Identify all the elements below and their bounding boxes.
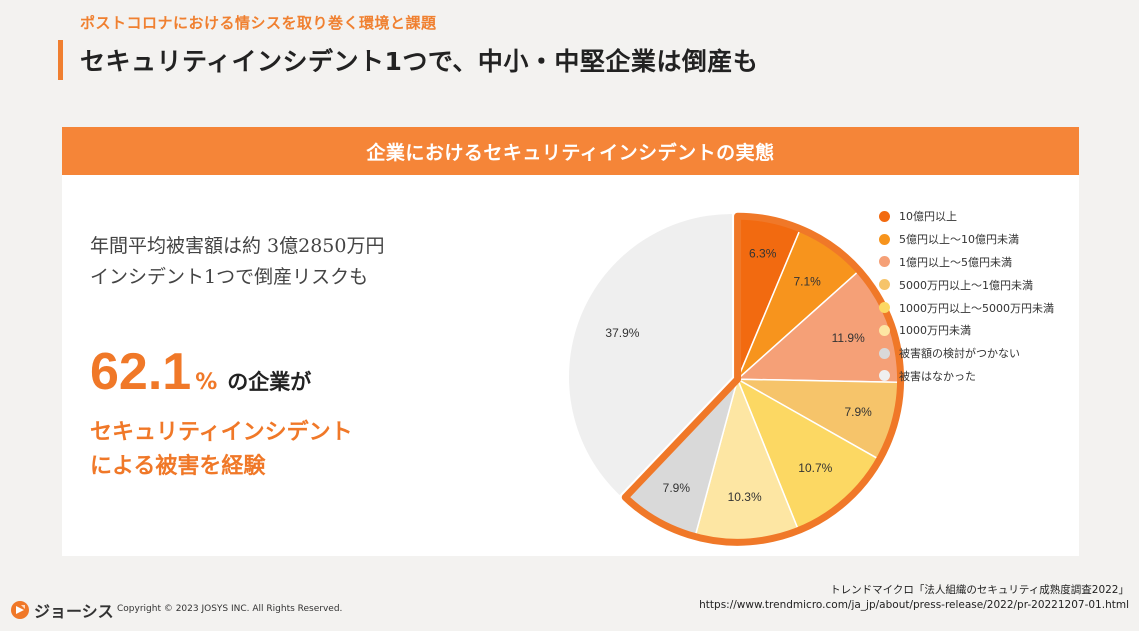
big-stat-number: 62.1 bbox=[90, 343, 192, 401]
description-line-1: 年間平均被害額は約 3億2850万円 bbox=[90, 235, 385, 257]
legend-item: 1億円以上～5億円未満 bbox=[879, 251, 1054, 274]
pie-value-label: 37.9% bbox=[605, 326, 639, 340]
pie-value-label: 10.7% bbox=[798, 461, 832, 475]
pie-slice bbox=[569, 214, 732, 496]
pie-value-label: 7.9% bbox=[844, 405, 872, 419]
description-text: 年間平均被害額は約 3億2850万円 インシデント1つで倒産リスクも bbox=[90, 231, 384, 293]
pie-value-label: 11.9% bbox=[832, 331, 865, 345]
logo-text: ジョーシス bbox=[34, 602, 114, 621]
legend-label: 5億円以上～10億円未満 bbox=[899, 233, 1019, 247]
slide-subtitle: ポストコロナにおける情シスを取り巻く環境と課題 bbox=[80, 14, 437, 32]
legend-item: 1000万円以上～5000万円未満 bbox=[879, 296, 1054, 319]
description-line-2: インシデント1つで倒産リスクも bbox=[90, 266, 369, 288]
legend-label: 被害額の検討がつかない bbox=[899, 347, 1020, 361]
footer-logo: ジョーシス bbox=[10, 598, 114, 622]
pie-value-label: 7.9% bbox=[663, 481, 691, 495]
pie-value-label: 7.1% bbox=[794, 274, 822, 288]
highlight-line-2: による被害を経験 bbox=[90, 454, 266, 479]
chart-legend: 10億円以上 5億円以上～10億円未満 1億円以上～5億円未満 5000万円以上～1億… bbox=[879, 205, 1054, 387]
source-citation: トレンドマイクロ「法人組織のセキュリティ成熟度調査2022」 https://w… bbox=[699, 583, 1129, 613]
legend-swatch bbox=[879, 256, 890, 268]
legend-item: 被害はなかった bbox=[879, 365, 1054, 388]
legend-item: 5000万円以上～1億円未満 bbox=[879, 273, 1054, 296]
pie-chart: 6.3% 7.1% 11.9% 7.9% 10.7% 10.3% 7.9% 37.9% bbox=[569, 212, 905, 546]
pie-value-label: 10.3% bbox=[728, 490, 762, 504]
josys-logo-icon bbox=[11, 601, 29, 619]
highlight-line-1: セキュリティインシデント bbox=[90, 420, 353, 445]
slide-title: セキュリティインシデント1つで、中小・中堅企業は倒産も bbox=[80, 47, 759, 76]
big-stat-suffix: の企業が bbox=[227, 370, 312, 394]
legend-swatch bbox=[879, 370, 890, 382]
source-url: https://www.trendmicro.com/ja_jp/about/p… bbox=[699, 599, 1129, 611]
legend-swatch bbox=[879, 324, 890, 336]
legend-item: 10億円以上 bbox=[879, 205, 1054, 228]
legend-label: 被害はなかった bbox=[899, 369, 976, 383]
highlight-text: セキュリティインシデント による被害を経験 bbox=[90, 416, 353, 484]
legend-swatch bbox=[879, 279, 890, 291]
legend-label: 5000万円以上～1億円未満 bbox=[899, 278, 1033, 292]
big-stat-percent: % bbox=[195, 370, 218, 395]
legend-label: 1000万円以上～5000万円未満 bbox=[899, 301, 1054, 315]
panel-header: 企業におけるセキュリティインシデントの実態 bbox=[62, 127, 1079, 175]
legend-item: 1000万円未満 bbox=[879, 319, 1054, 342]
legend-swatch bbox=[879, 347, 890, 359]
legend-label: 10億円以上 bbox=[899, 210, 957, 224]
legend-swatch bbox=[879, 302, 890, 314]
source-title: トレンドマイクロ「法人組織のセキュリティ成熟度調査2022」 bbox=[830, 584, 1129, 596]
legend-label: 1億円以上～5億円未満 bbox=[899, 255, 1012, 269]
title-accent-bar bbox=[58, 40, 63, 80]
big-stat: 62.1% の企業が bbox=[90, 342, 311, 402]
copyright-text: Copyright © 2023 JOSYS INC. All Rights R… bbox=[117, 604, 343, 614]
pie-value-label: 6.3% bbox=[749, 247, 777, 261]
highlight-outline bbox=[621, 212, 905, 546]
content-panel: 企業におけるセキュリティインシデントの実態 年間平均被害額は約 3億2850万円… bbox=[62, 127, 1079, 556]
legend-label: 1000万円未満 bbox=[899, 324, 971, 338]
legend-swatch bbox=[879, 210, 890, 222]
legend-item: 5億円以上～10億円未満 bbox=[879, 228, 1054, 251]
legend-item: 被害額の検討がつかない bbox=[879, 342, 1054, 365]
legend-swatch bbox=[879, 233, 890, 245]
